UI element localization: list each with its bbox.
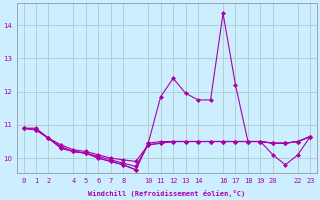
X-axis label: Windchill (Refroidissement éolien,°C): Windchill (Refroidissement éolien,°C) — [88, 190, 245, 197]
